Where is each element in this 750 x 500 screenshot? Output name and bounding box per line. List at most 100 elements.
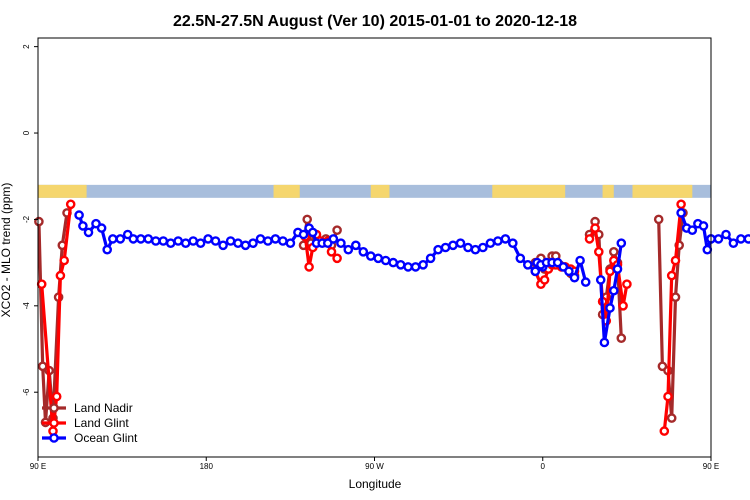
data-point xyxy=(332,225,342,235)
land-block xyxy=(38,184,87,198)
legend-item: Land Nadir xyxy=(42,401,133,415)
series-ocean-glint xyxy=(74,208,750,348)
data-point xyxy=(307,227,318,238)
data-point xyxy=(594,246,604,257)
data-point xyxy=(687,225,698,235)
data-point xyxy=(343,244,354,255)
data-point xyxy=(599,337,610,348)
data-point xyxy=(493,236,503,246)
x-tick-label: 0 xyxy=(541,462,546,471)
data-point xyxy=(507,238,518,248)
data-point xyxy=(515,253,526,264)
data-point xyxy=(584,234,595,244)
y-tick-label: 2 xyxy=(22,44,31,49)
data-point xyxy=(102,244,112,255)
data-point xyxy=(569,272,580,283)
data-point xyxy=(728,238,739,248)
data-point xyxy=(485,238,496,248)
data-point xyxy=(523,259,533,270)
x-tick-label: 180 xyxy=(200,462,214,471)
y-axis-label: XCO2 - MLO trend (ppm) xyxy=(0,183,13,318)
data-point xyxy=(418,259,428,270)
data-point xyxy=(108,234,118,244)
land-block xyxy=(492,184,566,198)
data-point xyxy=(670,292,681,303)
y-tick-label: -6 xyxy=(22,388,31,396)
data-point xyxy=(173,236,183,246)
data-point xyxy=(358,246,369,257)
data-point xyxy=(165,238,176,248)
land-block xyxy=(273,184,300,198)
data-point xyxy=(676,199,686,210)
legend-item: Land Glint xyxy=(42,416,129,430)
legend-label: Land Nadir xyxy=(74,401,133,415)
data-point xyxy=(51,391,62,402)
data-point xyxy=(203,234,213,244)
data-point xyxy=(248,238,258,248)
data-point xyxy=(143,234,154,244)
data-point xyxy=(609,285,619,296)
data-point xyxy=(470,244,481,255)
data-point xyxy=(302,214,313,225)
data-point xyxy=(530,266,541,277)
data-point xyxy=(713,234,724,244)
axes: 90 E 180 90 W 0 90 E 2 0 -2 -4 -6 xyxy=(22,44,719,471)
data-point xyxy=(663,391,673,402)
data-point xyxy=(605,266,615,277)
data-point xyxy=(304,262,314,272)
data-point xyxy=(702,244,713,255)
data-point xyxy=(698,221,709,231)
data-point xyxy=(539,275,550,285)
legend-label: Land Glint xyxy=(74,416,129,430)
data-point xyxy=(365,251,376,261)
data-point xyxy=(440,242,451,253)
data-point xyxy=(595,275,606,285)
data-point xyxy=(210,236,221,246)
data-point xyxy=(96,223,107,233)
data-point xyxy=(612,264,623,274)
data-point xyxy=(676,208,686,218)
data-point xyxy=(564,266,574,277)
data-point xyxy=(575,255,585,266)
plot-frame xyxy=(37,37,712,458)
data-point xyxy=(326,246,337,257)
series-layer xyxy=(34,199,750,436)
legend-item: Ocean Glint xyxy=(42,431,138,445)
data-point xyxy=(65,199,76,210)
data-point xyxy=(659,426,670,436)
data-point xyxy=(255,234,266,244)
data-point xyxy=(36,279,47,290)
x-axis-label: Longitude xyxy=(349,477,402,491)
data-point xyxy=(616,238,627,248)
data-point xyxy=(616,333,627,344)
legend-label: Ocean Glint xyxy=(74,431,138,445)
data-point xyxy=(135,234,146,244)
chart-title: 22.5N-27.5N August (Ver 10) 2015-01-01 t… xyxy=(173,13,577,30)
data-point xyxy=(233,238,243,248)
data-point xyxy=(298,229,309,240)
data-point xyxy=(278,236,288,246)
data-point xyxy=(158,236,169,246)
data-point xyxy=(609,246,619,257)
legend-swatch-marker xyxy=(49,433,59,443)
legend-swatch-marker xyxy=(49,403,59,413)
data-point xyxy=(285,238,296,248)
data-point xyxy=(270,234,281,244)
data-point xyxy=(388,257,399,268)
data-point xyxy=(463,242,473,253)
series-line xyxy=(588,226,629,323)
data-point xyxy=(736,234,746,244)
data-point xyxy=(743,234,750,244)
data-point xyxy=(670,255,681,266)
data-point xyxy=(448,240,458,251)
land-block xyxy=(632,184,693,198)
data-point xyxy=(115,234,126,244)
data-point xyxy=(653,214,664,225)
data-point xyxy=(622,279,632,290)
data-point xyxy=(328,234,339,244)
data-point xyxy=(373,253,384,264)
data-point xyxy=(180,238,191,248)
land-block xyxy=(602,184,614,198)
data-point xyxy=(605,303,615,313)
